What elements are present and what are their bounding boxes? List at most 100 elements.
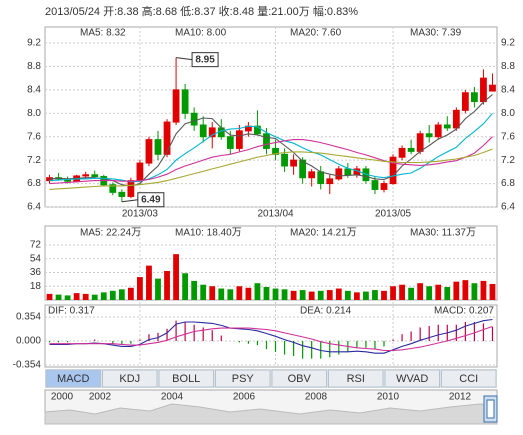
tab[interactable] bbox=[384, 369, 440, 388]
candle-body bbox=[235, 130, 243, 149]
candle-body bbox=[335, 168, 343, 180]
tab[interactable] bbox=[102, 369, 158, 388]
legend-entry: MA20: 14.21万 bbox=[290, 228, 357, 239]
volume-bar bbox=[471, 283, 478, 300]
candle-body bbox=[263, 133, 270, 149]
candle-body bbox=[118, 191, 126, 197]
volume-bar bbox=[344, 290, 351, 300]
macd-panel bbox=[44, 304, 498, 368]
volume-bar bbox=[191, 280, 198, 300]
volume-bar bbox=[363, 291, 369, 300]
candle-body bbox=[226, 136, 234, 149]
ma-line bbox=[49, 112, 493, 183]
tab-label[interactable]: RSI bbox=[347, 373, 365, 385]
candle-body bbox=[480, 77, 487, 103]
legend-entry: MACD: 0.207 bbox=[434, 306, 494, 317]
volume-bar bbox=[109, 290, 116, 300]
tab-label[interactable]: KDJ bbox=[119, 373, 140, 385]
volume-bar bbox=[155, 278, 161, 300]
volume-bar bbox=[82, 293, 89, 300]
y-tick-label-right: 7.6 bbox=[501, 131, 515, 142]
tab-label[interactable]: CCI bbox=[459, 373, 478, 385]
tab-label[interactable]: OBV bbox=[288, 373, 312, 385]
macd-line bbox=[49, 318, 493, 354]
x-tick-label: 2013/03 bbox=[122, 209, 159, 220]
y-tick-label: 7.2 bbox=[27, 155, 41, 166]
candle-body bbox=[109, 184, 117, 193]
y-tick-label: 6.8 bbox=[27, 178, 41, 189]
annotation-line bbox=[176, 57, 193, 61]
candle-body bbox=[380, 183, 388, 190]
y-tick-label: 9.2 bbox=[27, 38, 41, 49]
annotation-box bbox=[137, 192, 165, 208]
y-tick-label: 18 bbox=[30, 281, 42, 292]
volume-bar bbox=[317, 290, 324, 300]
tab[interactable] bbox=[271, 369, 327, 388]
year-label: 2008 bbox=[305, 392, 328, 403]
volume-bar bbox=[263, 287, 270, 300]
legend-entry: MA5: 22.24万 bbox=[80, 228, 141, 239]
volume-bar bbox=[372, 290, 378, 300]
volume-bar bbox=[200, 284, 207, 300]
annotation-box bbox=[191, 52, 219, 68]
candle-body bbox=[299, 159, 307, 179]
volume-panel bbox=[44, 225, 498, 301]
candle-body bbox=[290, 159, 297, 167]
candle-body bbox=[154, 139, 162, 155]
candle-body bbox=[172, 89, 180, 123]
navigator-history bbox=[44, 403, 498, 425]
candle-body bbox=[190, 112, 198, 126]
legend-entry: DIF: 0.317 bbox=[48, 306, 95, 317]
y-tick-label-right: 6.8 bbox=[501, 178, 515, 189]
volume-bar bbox=[480, 280, 487, 300]
volume-bar bbox=[462, 280, 469, 300]
candle-body bbox=[398, 147, 406, 158]
candle-body bbox=[272, 147, 279, 155]
candle-body bbox=[181, 89, 189, 114]
tab[interactable] bbox=[158, 369, 214, 388]
ma-line bbox=[49, 136, 493, 185]
year-label: 2010 bbox=[377, 392, 400, 403]
y-tick-label-right: 9.2 bbox=[501, 38, 515, 49]
tab-label[interactable]: WVAD bbox=[396, 373, 428, 385]
y-tick-label: 72 bbox=[30, 240, 42, 251]
tab[interactable] bbox=[45, 369, 101, 388]
volume-bar bbox=[272, 288, 279, 300]
y-tick-label: 6.4 bbox=[27, 202, 41, 213]
volume-bar bbox=[444, 287, 451, 300]
volume-bar bbox=[182, 273, 189, 300]
ma-line bbox=[49, 148, 493, 190]
candle-body bbox=[91, 174, 99, 178]
x-tick-label: 2013/05 bbox=[375, 209, 412, 220]
volume-bar bbox=[164, 270, 170, 300]
tab-label[interactable]: PSY bbox=[232, 373, 255, 385]
y-tick-label: 0.354 bbox=[16, 312, 41, 323]
tab[interactable] bbox=[328, 369, 384, 388]
candle-body bbox=[136, 162, 144, 182]
tab[interactable] bbox=[215, 369, 271, 388]
candle-body bbox=[308, 171, 316, 179]
legend-entry: DEA: 0.214 bbox=[300, 306, 352, 317]
tab-label[interactable]: MACD bbox=[57, 373, 89, 385]
legend-entry: MA30: 11.37万 bbox=[410, 228, 476, 239]
year-label: 2006 bbox=[233, 392, 256, 403]
tab[interactable] bbox=[441, 369, 497, 388]
volume-bar bbox=[73, 293, 80, 300]
navigator-grip[interactable] bbox=[486, 399, 495, 419]
candle-body bbox=[425, 133, 433, 138]
y-tick-label: 8.4 bbox=[27, 84, 41, 95]
tab-label[interactable]: BOLL bbox=[172, 373, 200, 385]
y-tick-label: 0.000 bbox=[16, 336, 41, 347]
volume-bar bbox=[335, 288, 342, 300]
y-tick-label: 8.8 bbox=[27, 61, 41, 72]
candle-body bbox=[317, 171, 325, 185]
y-tick-label: 36 bbox=[30, 267, 42, 278]
volume-bar bbox=[353, 292, 360, 300]
candle-body bbox=[145, 139, 153, 164]
volume-bar bbox=[281, 289, 288, 300]
candle-body bbox=[199, 124, 207, 138]
legend-entry: MA20: 7.60 bbox=[290, 28, 342, 39]
y-tick-label-right: 8.8 bbox=[501, 61, 515, 72]
